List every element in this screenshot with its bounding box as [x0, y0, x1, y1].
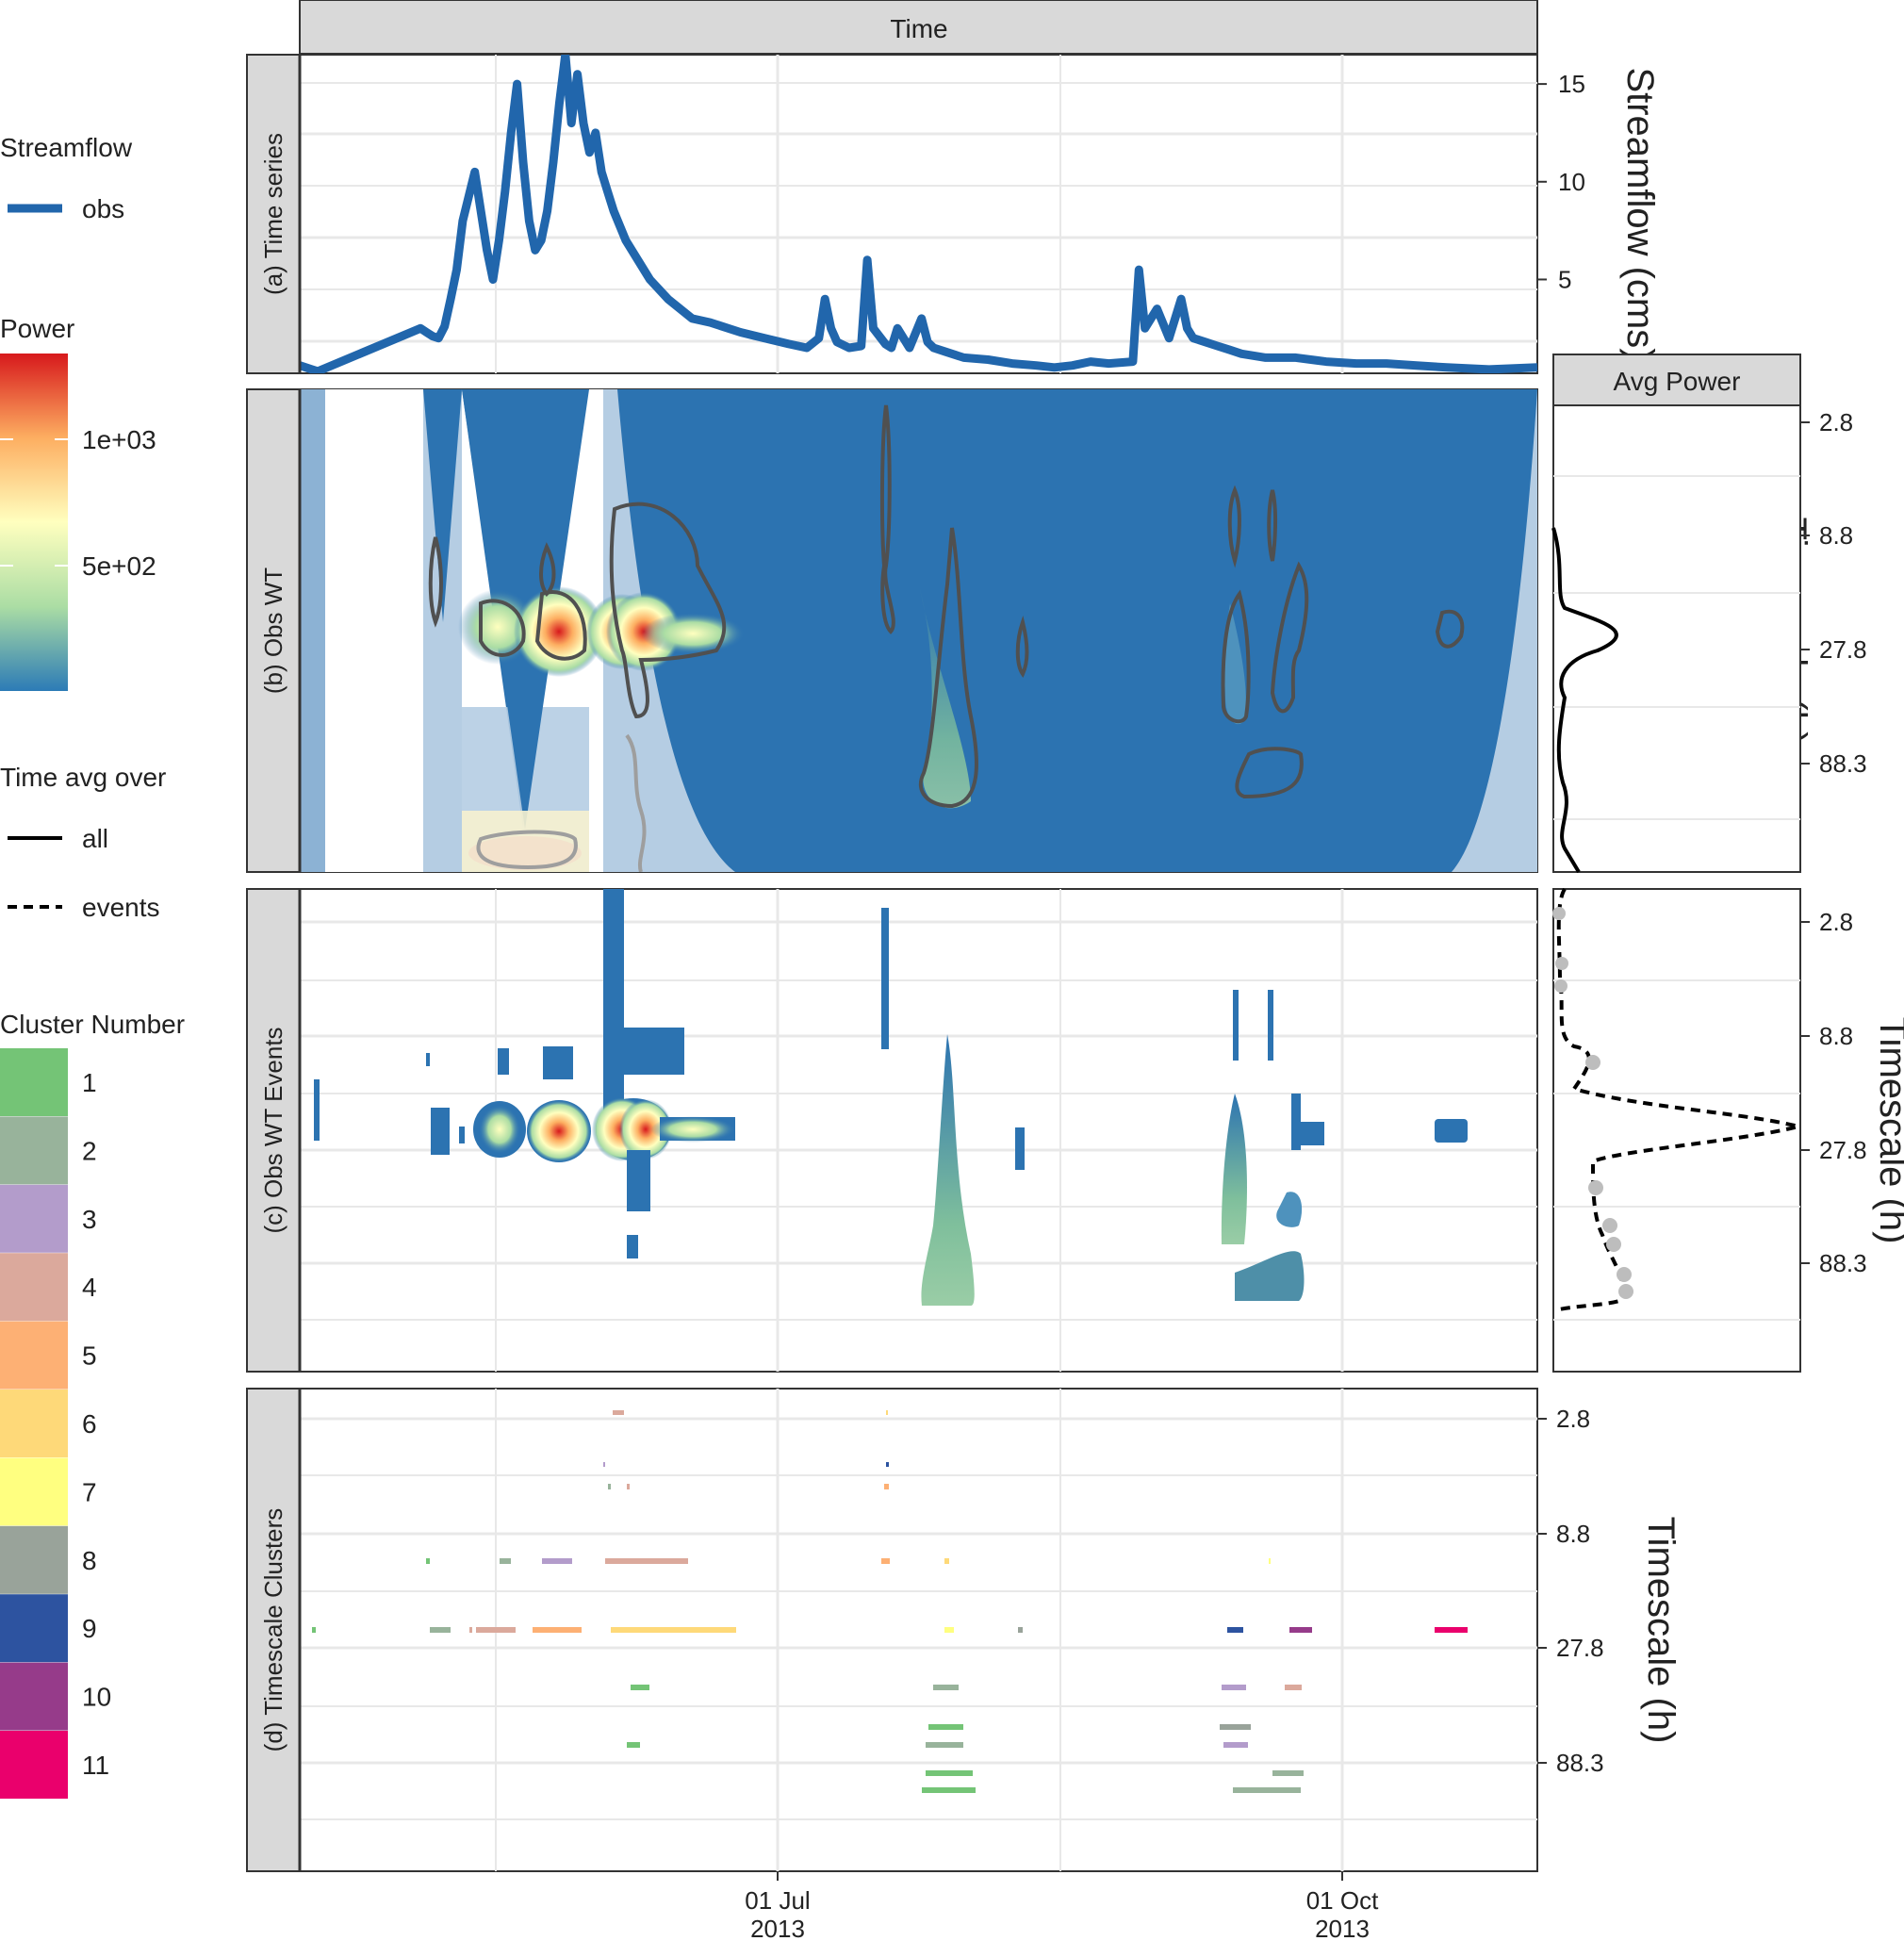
cluster-label-10: 10: [82, 1683, 111, 1712]
panel-c-ylabel: Timescale (h): [1872, 1017, 1904, 1244]
avg-legend-events: events: [82, 893, 160, 922]
cluster-label-1: 1: [82, 1068, 97, 1097]
power-legend-title: Power: [0, 314, 74, 343]
panel-b-strip: [246, 388, 301, 873]
cluster-swatch-9: [0, 1594, 68, 1663]
ytick-b-1: 8.8: [1819, 521, 1853, 550]
avg-power-events-line: [1554, 887, 1806, 1312]
cluster-label-5: 5: [82, 1341, 97, 1371]
cluster-label-2: 2: [82, 1136, 97, 1165]
cluster-label-9: 9: [82, 1614, 97, 1643]
ytick-d-2: 27.8: [1556, 1634, 1604, 1662]
ytick-d-3: 88.3: [1556, 1749, 1604, 1777]
panel-d-label: (d) Timescale Clusters: [259, 1508, 287, 1752]
avg-power-panel-b: Avg Power 2.8 8.8 27.8 88.3: [1551, 354, 1867, 874]
cluster-segments: [312, 1410, 1468, 1793]
xtick-jul: 01 Jul: [745, 1886, 810, 1915]
avg-power-events-points: [1552, 907, 1633, 1299]
cluster-swatch-7: [0, 1457, 68, 1526]
cluster-swatch-4: [0, 1253, 68, 1322]
cluster-swatch-5: [0, 1321, 68, 1390]
cluster-label-11: 11: [82, 1751, 109, 1780]
streamflow-legend: Streamflow obs: [0, 133, 133, 223]
avg-legend-title: Time avg over: [0, 763, 166, 792]
streamflow-legend-item: obs: [82, 194, 124, 223]
streamflow-line-obs: [300, 55, 1537, 373]
panel-a: (a) Time series 5 10 15 Streamflow (cms): [246, 54, 1661, 374]
avg-legend-all: all: [82, 824, 108, 853]
ytick-b-0: 2.8: [1819, 408, 1853, 436]
cluster-swatch-2: [0, 1116, 68, 1185]
panel-a-ylabel: Streamflow (cms): [1619, 67, 1661, 360]
cluster-label-4: 4: [82, 1273, 97, 1302]
ytick-a-10: 10: [1558, 168, 1585, 196]
cluster-label-7: 7: [82, 1477, 97, 1506]
cluster-label-3: 3: [82, 1205, 97, 1234]
cluster-swatch-10: [0, 1662, 68, 1731]
cluster-swatch-6: [0, 1390, 68, 1457]
avg-power-all-line: [1551, 527, 1618, 874]
ytick-d-0: 2.8: [1556, 1405, 1590, 1433]
ytick-b-2: 27.8: [1819, 635, 1867, 664]
power-colorbar: [0, 354, 68, 691]
strip-avg-power: [1552, 354, 1801, 406]
ytick-c-0: 2.8: [1819, 908, 1853, 936]
cluster-label-8: 8: [82, 1546, 97, 1575]
ytick-d-1: 8.8: [1556, 1520, 1590, 1548]
strip-avg-power-label: Avg Power: [1614, 367, 1741, 396]
cluster-label-6: 6: [82, 1409, 97, 1439]
ytick-b-3: 88.3: [1819, 749, 1867, 778]
avg-power-panel-c: 2.8 8.8 27.8 88.3: [1552, 887, 1867, 1373]
panel-c-strip: [246, 888, 301, 1373]
ytick-c-3: 88.3: [1819, 1249, 1867, 1277]
panel-b-label: (b) Obs WT: [259, 567, 287, 694]
panel-d: (d) Timescale Clusters: [246, 1388, 1682, 1941]
cluster-swatch-1: [0, 1048, 68, 1116]
ytick-c-2: 27.8: [1819, 1136, 1867, 1164]
xtick-jul-year: 2013: [750, 1915, 805, 1941]
xtick-oct-year: 2013: [1315, 1915, 1370, 1941]
strip-time-label: Time: [890, 14, 947, 43]
avg-legend: Time avg over all events: [0, 763, 166, 922]
cluster-swatch-3: [0, 1184, 68, 1253]
cluster-swatch-8: [0, 1525, 68, 1594]
streamflow-legend-title: Streamflow: [0, 133, 133, 162]
wavelet-events-map: [314, 889, 1468, 1306]
ytick-a-15: 15: [1558, 70, 1585, 98]
panel-c: (c) Obs WT Events: [246, 888, 1904, 1373]
xtick-oct: 01 Oct: [1306, 1886, 1379, 1915]
panel-c-label: (c) Obs WT Events: [259, 1027, 287, 1233]
cluster-legend-title: Cluster Number: [0, 1010, 185, 1039]
panel-d-ylabel: Timescale (h): [1640, 1517, 1682, 1744]
ytick-c-1: 8.8: [1819, 1022, 1853, 1050]
cluster-swatch-11: [0, 1731, 68, 1799]
panel-b: (b) Obs WT: [246, 388, 1814, 873]
power-tick-low: 5e+02: [82, 551, 156, 581]
power-tick-high: 1e+03: [82, 425, 156, 454]
panel-a-label: (a) Time series: [259, 133, 287, 295]
power-legend: Power 1e+03 5e+02: [0, 314, 156, 691]
ytick-a-5: 5: [1558, 265, 1571, 293]
wavelet-power-map: [300, 389, 1537, 872]
cluster-legend: Cluster Number 1 2 3 4 5 6 7 8 9 10 11: [0, 1010, 185, 1799]
